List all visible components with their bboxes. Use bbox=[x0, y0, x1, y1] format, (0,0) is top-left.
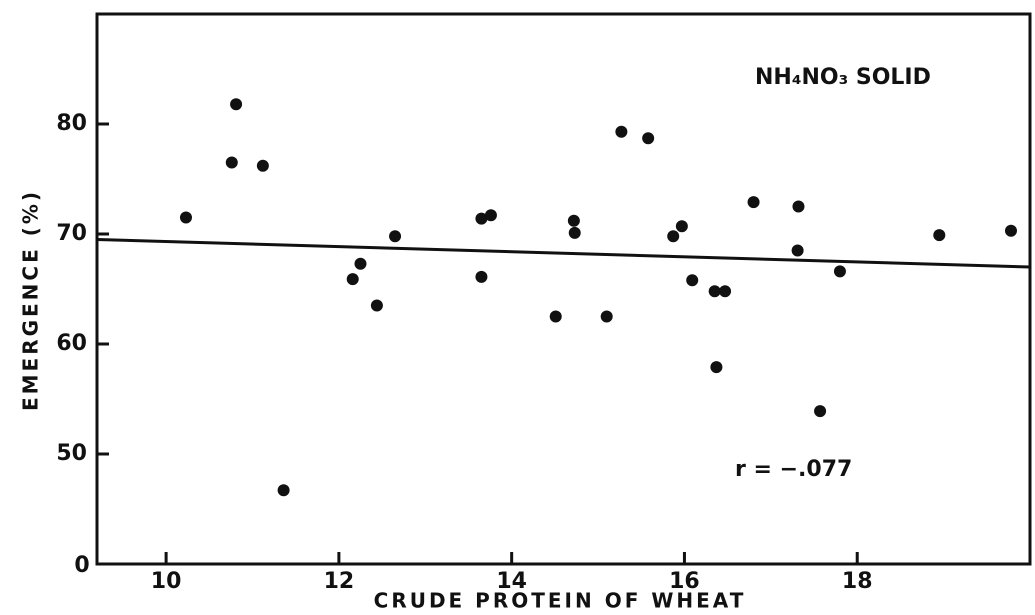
point bbox=[719, 285, 732, 298]
point bbox=[484, 209, 497, 222]
x-tick-label: 12 bbox=[324, 569, 355, 594]
x-axis-label: CRUDE PROTEIN OF WHEAT bbox=[374, 589, 747, 613]
point bbox=[1004, 224, 1017, 237]
point bbox=[567, 214, 580, 227]
point bbox=[710, 361, 723, 374]
point bbox=[615, 125, 628, 138]
point bbox=[277, 484, 290, 497]
point bbox=[747, 196, 760, 209]
point bbox=[389, 230, 402, 243]
x-tick-label: 18 bbox=[842, 569, 873, 594]
point bbox=[549, 310, 562, 323]
point bbox=[708, 285, 721, 298]
point bbox=[814, 405, 827, 418]
y-tick-label: 50 bbox=[56, 441, 87, 466]
point bbox=[225, 156, 238, 169]
trend-line bbox=[96, 238, 1031, 269]
point bbox=[370, 299, 383, 312]
point bbox=[791, 244, 804, 257]
point bbox=[833, 265, 846, 278]
x-tick-label: 16 bbox=[669, 569, 700, 594]
point bbox=[933, 229, 946, 242]
point bbox=[568, 226, 581, 239]
point bbox=[686, 274, 699, 287]
point bbox=[475, 212, 488, 225]
annotation: r = −.077 bbox=[735, 457, 852, 482]
point bbox=[642, 132, 655, 145]
point bbox=[179, 211, 192, 224]
point bbox=[600, 310, 613, 323]
point bbox=[792, 200, 805, 213]
y-axis-label: EMERGENCE (%) bbox=[19, 189, 43, 411]
point bbox=[346, 273, 359, 286]
point bbox=[675, 220, 688, 233]
plot-frame bbox=[95, 12, 1032, 566]
y-origin-label: 0 bbox=[74, 553, 89, 578]
point bbox=[230, 98, 243, 111]
x-tick-label: 10 bbox=[151, 569, 182, 594]
x-tick-label: 14 bbox=[496, 569, 527, 594]
point bbox=[667, 230, 680, 243]
point bbox=[475, 270, 488, 283]
y-tick-label: 80 bbox=[56, 111, 87, 136]
annotation: NH₄NO₃ SOLID bbox=[755, 65, 931, 90]
y-tick-label: 60 bbox=[56, 331, 87, 356]
point bbox=[354, 257, 367, 270]
y-tick-label: 70 bbox=[56, 221, 87, 246]
point bbox=[256, 159, 269, 172]
